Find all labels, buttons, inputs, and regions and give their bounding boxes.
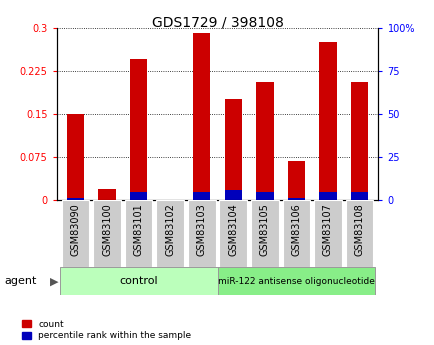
Bar (287, 161, 304, 200)
Text: GSM83103: GSM83103 (196, 204, 206, 256)
Bar (319, 193, 336, 200)
FancyBboxPatch shape (62, 200, 89, 267)
FancyBboxPatch shape (93, 200, 121, 267)
Bar (350, 82, 367, 200)
FancyBboxPatch shape (59, 267, 217, 295)
Bar (287, 197, 304, 200)
Text: miR-122 antisense oligonucleotide: miR-122 antisense oligonucleotide (217, 277, 374, 286)
FancyBboxPatch shape (125, 200, 152, 267)
Text: GSM83105: GSM83105 (259, 204, 269, 256)
FancyBboxPatch shape (313, 200, 341, 267)
Text: ▶: ▶ (50, 276, 59, 286)
FancyBboxPatch shape (345, 200, 372, 267)
Bar (98, 189, 115, 200)
Text: GSM83102: GSM83102 (165, 204, 175, 256)
Text: GSM83106: GSM83106 (291, 204, 301, 256)
Bar (67, 114, 84, 200)
Bar (193, 193, 210, 200)
Bar (130, 193, 147, 200)
Text: GDS1729 / 398108: GDS1729 / 398108 (151, 16, 283, 30)
Bar (193, 33, 210, 200)
Bar (224, 99, 241, 200)
FancyBboxPatch shape (217, 267, 375, 295)
FancyBboxPatch shape (250, 200, 278, 267)
Bar (161, 199, 178, 200)
FancyBboxPatch shape (156, 200, 184, 267)
Text: GSM83107: GSM83107 (322, 204, 332, 256)
Bar (256, 82, 273, 200)
Legend: count, percentile rank within the sample: count, percentile rank within the sample (22, 320, 191, 341)
Text: GSM83104: GSM83104 (228, 204, 238, 256)
Bar (98, 199, 115, 200)
FancyBboxPatch shape (219, 200, 247, 267)
Text: control: control (119, 276, 158, 286)
Text: GSM83101: GSM83101 (133, 204, 143, 256)
Text: GSM83100: GSM83100 (102, 204, 112, 256)
Bar (130, 59, 147, 200)
Bar (224, 190, 241, 200)
FancyBboxPatch shape (187, 200, 215, 267)
Text: GSM83090: GSM83090 (70, 204, 80, 256)
Bar (350, 193, 367, 200)
FancyBboxPatch shape (282, 200, 309, 267)
Bar (319, 42, 336, 200)
Bar (256, 193, 273, 200)
Bar (67, 197, 84, 200)
Text: GSM83108: GSM83108 (354, 204, 364, 256)
Text: agent: agent (4, 276, 36, 286)
